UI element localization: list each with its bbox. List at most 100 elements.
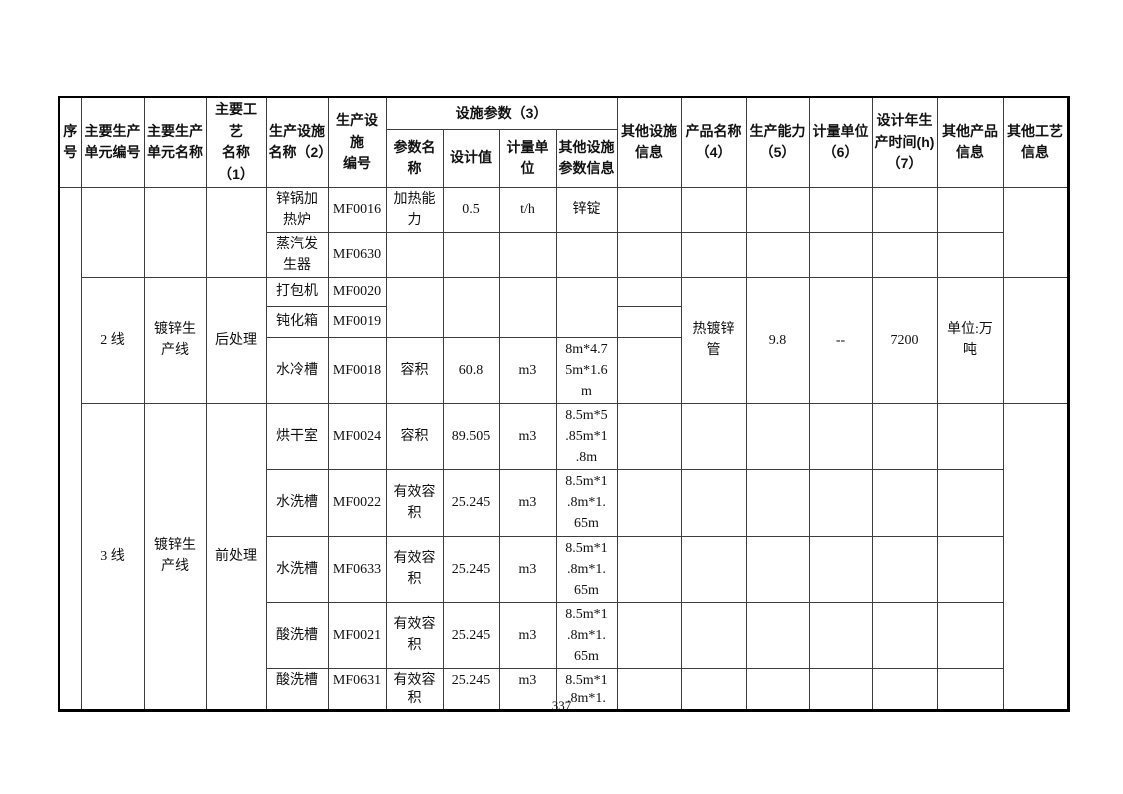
header-other-param-info: 其他设施 参数信息 [555, 128, 618, 188]
header-unit-name: 主要生产 单元名称 [143, 96, 207, 188]
param-name-cell [385, 276, 444, 338]
capacity-cell [745, 186, 810, 233]
table-row: 钝化箱 MF0019 [59, 305, 1068, 338]
measure-unit-cell: m3 [498, 601, 557, 669]
facility-name-cell: 钝化箱 [265, 305, 329, 338]
annual-hours-cell [871, 667, 938, 712]
design-value-cell: 0.5 [442, 186, 500, 233]
other-param-cell [555, 276, 618, 338]
other-param-cell: 8m*4.7 5m*1.6 m [555, 336, 618, 404]
other-param-cell: 8.5m*1 .8m*1. 65m [555, 468, 618, 537]
annual-hours-cell [871, 231, 938, 278]
design-value-cell: 25.245 [442, 667, 500, 712]
facility-name-cell: 蒸汽发 生器 [265, 231, 329, 278]
table-row: 3 线 镀锌生 产线 前处理 烘干室 MF0024 容积 89.505 m3 8… [59, 402, 1069, 712]
header-facility-name: 生产设施 名称（2） [265, 96, 329, 188]
capacity-cell: 9.8 [745, 276, 810, 404]
facility-code-cell: MF0020 [327, 276, 387, 307]
design-value-cell: 89.505 [442, 402, 500, 470]
facility-name-cell: 水洗槽 [265, 535, 329, 603]
facility-code-cell: MF0024 [327, 402, 387, 470]
other-facility-info-cell [616, 667, 682, 712]
header-serial: 序 号 [58, 96, 82, 188]
facility-name-cell: 酸洗槽 [265, 667, 329, 712]
header-design-value: 设计值 [442, 128, 500, 188]
table-row: 锌锅加 热炉 MF0016 加热能 力 0.5 t/h 锌锭 [58, 186, 1069, 712]
other-product-info-cell [936, 535, 1004, 603]
annual-hours-cell [871, 535, 938, 603]
table-row: 水洗槽 MF0022 有效容 积 25.245 m3 8.5m*1 .8m*1.… [59, 468, 1068, 537]
facility-name-cell: 水冷槽 [265, 336, 329, 404]
header-annual-hours: 设计年生 产时间(h) （7） [871, 96, 938, 188]
other-param-cell: 锌锭 [555, 186, 618, 233]
other-facility-info-cell [616, 305, 682, 338]
facility-name-cell: 酸洗槽 [265, 601, 329, 669]
capacity-unit-cell [808, 601, 873, 669]
product-name-cell: 热镀锌 管 [680, 276, 747, 404]
process-name-cell: 前处理 [205, 402, 267, 712]
other-process-info-cell [1002, 276, 1069, 404]
header-process-name: 主要工艺 名称（1） [205, 96, 267, 188]
design-value-cell: 25.245 [442, 468, 500, 537]
other-product-info-cell [936, 231, 1004, 278]
capacity-unit-cell: -- [808, 276, 873, 404]
capacity-unit-cell [808, 468, 873, 537]
other-param-cell [555, 231, 618, 278]
annual-hours-cell [871, 601, 938, 669]
table-row: 酸洗槽 MF0021 有效容 积 25.245 m3 8.5m*1 .8m*1.… [59, 601, 1068, 669]
other-product-info-cell [936, 186, 1004, 233]
facility-code-cell: MF0630 [327, 231, 387, 278]
capacity-cell [745, 231, 810, 278]
product-name-cell [680, 186, 747, 233]
param-name-cell: 有效容 积 [385, 535, 444, 603]
capacity-unit-cell [808, 402, 873, 470]
serial-cell [58, 186, 82, 712]
table-row: 酸洗槽 MF0631 有效容 积 25.245 m3 8.5m*1 .8m*1. [59, 667, 1068, 712]
other-facility-info-cell [616, 336, 682, 404]
design-value-cell [442, 231, 500, 278]
table-row: 水冷槽 MF0018 容积 60.8 m3 8m*4.7 5m*1.6 m [59, 336, 1068, 404]
page-number: 337 [551, 698, 572, 713]
annual-hours-cell [871, 186, 938, 233]
facility-name-cell: 水洗槽 [265, 468, 329, 537]
measure-unit-cell: m3 [498, 336, 557, 404]
facility-code-cell: MF0631 [327, 667, 387, 712]
table-row: 2 线 镀锌生 产线 后处理 打包机 MF0020 热镀锌 管 9.8 -- 7… [59, 276, 1069, 404]
capacity-unit-cell [808, 231, 873, 278]
measure-unit-cell: t/h [498, 186, 557, 233]
other-param-cell: 8.5m*5 .85m*1 .8m [555, 402, 618, 470]
param-name-cell: 有效容 积 [385, 667, 444, 712]
other-facility-info-cell [616, 276, 682, 307]
facility-code-cell: MF0633 [327, 535, 387, 603]
facility-code-cell: MF0018 [327, 336, 387, 404]
design-value-cell: 25.245 [442, 535, 500, 603]
facility-code-cell: MF0022 [327, 468, 387, 537]
other-facility-info-cell [616, 186, 682, 233]
other-param-cell: 8.5m*1 .8m*1. 65m [555, 535, 618, 603]
header-param-name: 参数名称 [385, 128, 444, 188]
header-measure-unit: 计量单位 [498, 128, 557, 188]
annual-hours-cell [871, 468, 938, 537]
design-value-cell [442, 276, 500, 338]
process-name-cell [205, 186, 267, 278]
header-capacity-unit: 计量单位 （6） [808, 96, 873, 188]
header-facility-params-group: 设施参数（3） [385, 96, 618, 130]
facility-code-cell: MF0021 [327, 601, 387, 669]
header-unit-code: 主要生产 单元编号 [80, 96, 145, 188]
other-param-cell: 8.5m*1 .8m*1. 65m [555, 601, 618, 669]
capacity-unit-cell [808, 535, 873, 603]
capacity-cell [745, 468, 810, 537]
param-name-cell: 有效容 积 [385, 601, 444, 669]
product-name-cell [680, 231, 747, 278]
unit-name-cell [143, 186, 207, 278]
capacity-cell [745, 601, 810, 669]
unit-name-cell: 镀锌生 产线 [143, 276, 207, 404]
other-facility-info-cell [616, 601, 682, 669]
capacity-cell [745, 402, 810, 470]
facility-code-cell: MF0019 [327, 305, 387, 338]
other-product-info-cell: 单位:万 吨 [936, 276, 1004, 404]
product-name-cell [680, 601, 747, 669]
other-facility-info-cell [616, 468, 682, 537]
other-product-info-cell [936, 601, 1004, 669]
unit-code-cell [80, 186, 145, 278]
